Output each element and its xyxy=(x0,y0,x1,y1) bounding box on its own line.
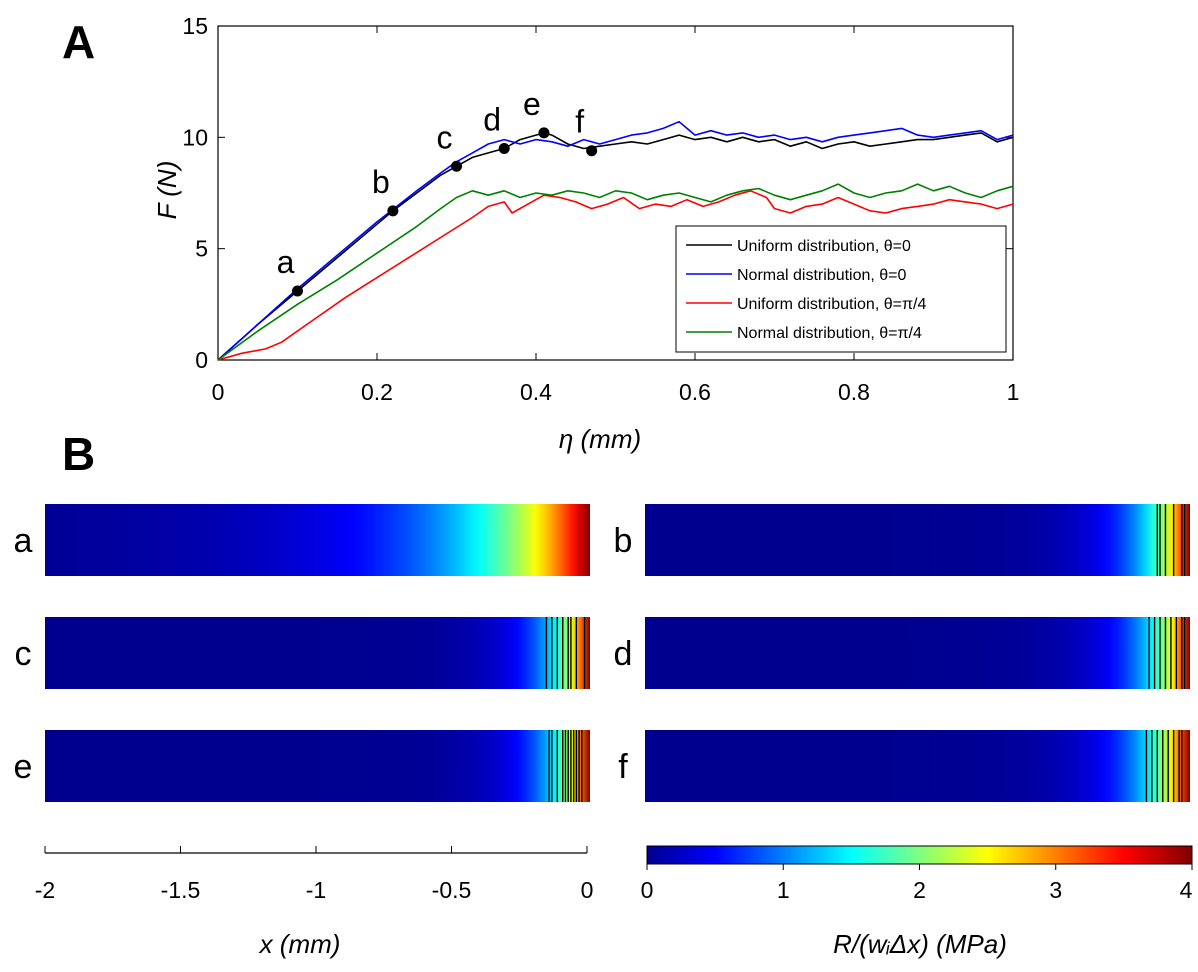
heatmap-x-tick-label: 0 xyxy=(581,877,594,903)
y-tick-label: 5 xyxy=(195,236,208,262)
marker-label-a: a xyxy=(277,244,295,280)
legend-box xyxy=(675,225,1007,353)
marker-point-c xyxy=(451,160,462,172)
heatmap-strip-f xyxy=(645,730,1190,802)
x-tick-label: 0.2 xyxy=(361,379,393,405)
heatmap-x-axis-label: x (mm) xyxy=(258,929,341,959)
colorbar-label: R/(wᵢΔx) (MPa) xyxy=(833,929,1007,959)
marker-label-f: f xyxy=(575,104,584,140)
x-axis-label: η (mm) xyxy=(559,424,641,454)
marker-point-d xyxy=(498,142,510,154)
series-line-3 xyxy=(217,183,1014,361)
x-tick-label: 0.8 xyxy=(838,379,870,405)
heatmap-strips: a b c d e f xyxy=(14,504,1190,802)
colorbar-gradient xyxy=(646,845,1193,865)
strip-label-e: e xyxy=(14,748,33,786)
series-line-2 xyxy=(217,190,1014,361)
marker-point-e xyxy=(538,127,550,139)
marker-label-d: d xyxy=(483,101,501,137)
strip-label-f: f xyxy=(618,748,628,786)
heatmap-x-axis: -2 -1.5 -1 -0.5 0 xyxy=(35,846,594,903)
strip-label-d: d xyxy=(614,635,633,673)
y-tick-label: 10 xyxy=(182,124,208,150)
legend-entry-1: Normal distribution, θ=0 xyxy=(737,267,907,284)
panel-label-a: A xyxy=(62,16,95,68)
series-line-0 xyxy=(217,132,1014,361)
legend-entry-2: Uniform distribution, θ=π/4 xyxy=(737,296,926,313)
heatmap-strip-e xyxy=(45,730,590,802)
heatmap-group: a b c d e f -2 -1.5 -1 -0.5 0 x (mm) 0 1 2 3 4 R/(wᵢΔ… xyxy=(14,504,1193,959)
legend-entry-3: Normal distribution, θ=π/4 xyxy=(737,325,922,342)
marker-label-c: c xyxy=(437,119,453,155)
series-group xyxy=(217,120,1014,361)
x-tick-label: 0.6 xyxy=(679,379,711,405)
heatmap-x-tick-label: -0.5 xyxy=(432,877,472,903)
heatmap-strip-d xyxy=(645,617,1190,689)
y-tick-label: 15 xyxy=(182,13,208,39)
x-tick-label: 0 xyxy=(212,379,225,405)
marker-point-a xyxy=(292,285,303,297)
heatmap-x-tick-label: -2 xyxy=(35,877,55,903)
colorbar: 0 1 2 3 4 xyxy=(641,845,1193,903)
y-tick-label: 0 xyxy=(195,347,208,373)
heatmap-strip-a xyxy=(45,504,590,576)
panel-label-b: B xyxy=(62,428,95,480)
heatmap-x-tick-label: -1.5 xyxy=(161,877,201,903)
heatmap-strip-c xyxy=(45,617,590,689)
markers-group: a b c d e f xyxy=(277,86,598,297)
colorbar-tick-label: 4 xyxy=(1180,877,1193,903)
x-tick-label: 1 xyxy=(1007,379,1020,405)
x-tick-label: 0.4 xyxy=(520,379,552,405)
strip-label-a: a xyxy=(14,522,33,560)
marker-point-f xyxy=(586,145,598,157)
strip-label-b: b xyxy=(614,522,633,560)
y-axis-label: F (N) xyxy=(152,161,182,220)
heatmap-x-tick-label: -1 xyxy=(306,877,326,903)
colorbar-tick-label: 1 xyxy=(777,877,790,903)
colorbar-tick-label: 2 xyxy=(913,877,926,903)
strip-label-c: c xyxy=(15,635,32,673)
marker-label-e: e xyxy=(523,86,541,122)
marker-point-b xyxy=(387,205,399,217)
colorbar-tick-label: 3 xyxy=(1049,877,1062,903)
legend-entry-0: Uniform distribution, θ=0 xyxy=(737,238,911,255)
legend: Uniform distribution, θ=0 Normal distribu… xyxy=(675,225,1007,353)
marker-label-b: b xyxy=(372,164,390,200)
heatmap-strip-b xyxy=(645,504,1190,576)
colorbar-tick-label: 0 xyxy=(641,877,654,903)
